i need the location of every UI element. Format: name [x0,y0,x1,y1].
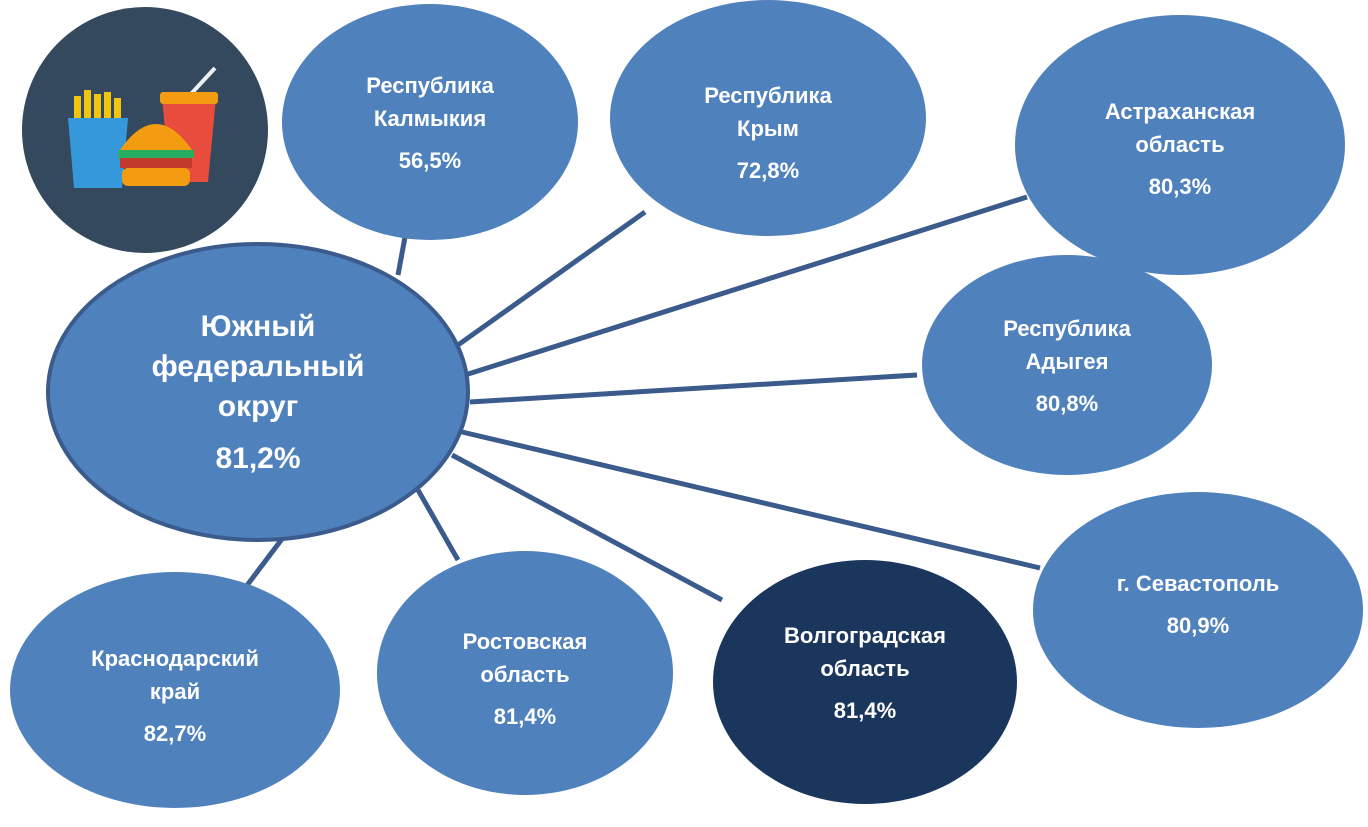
node-value: 80,9% [1167,613,1229,638]
node-ellipse [1033,492,1363,728]
node-value: 82,7% [144,721,206,746]
node-label: область [820,656,909,681]
connector [450,452,724,603]
node-label: Калмыкия [374,106,486,131]
node-value: 81,2% [215,442,300,475]
node-ellipse [10,572,340,808]
node-value: 56,5% [399,148,461,173]
node-label: Крым [737,116,799,141]
node-label: Ростовская [463,629,588,654]
node-label: федеральный [152,350,365,383]
node-ellipse [610,0,926,236]
connector [415,488,461,562]
connector [456,209,647,348]
connector [243,533,287,590]
node-ellipse [282,4,578,240]
node-label: Астраханская [1105,99,1255,124]
node-label: область [480,662,569,687]
node-label: Республика [1003,316,1131,341]
node-ellipse [713,560,1017,804]
food-icon [22,7,268,253]
connector [461,429,1041,571]
node-label: г. Севастополь [1117,571,1280,596]
node-ellipse [46,242,470,542]
node-label: Волгоградская [784,623,946,648]
icon-fries [74,90,121,126]
node-label: Республика [366,73,494,98]
node-label: Краснодарский [91,646,259,671]
node-value: 80,8% [1036,391,1098,416]
node-ellipse [1015,15,1345,275]
icon-bun-bottom [122,168,190,186]
icon-fries-box [68,118,128,188]
node-label: область [1135,132,1224,157]
node-label: округ [218,390,298,423]
connector [464,194,1028,378]
node-label: край [150,679,200,704]
node-value: 72,8% [737,158,799,183]
connector [395,236,408,276]
node-label: Адыгея [1026,349,1109,374]
icon-cup-lid [160,92,218,104]
node-ellipse [377,551,673,795]
node-value: 81,4% [494,704,556,729]
icon-patty [120,158,192,168]
node-value: 81,4% [834,698,896,723]
icon-lettuce [118,150,194,158]
node-label: Республика [704,83,832,108]
connectors [243,194,1041,603]
node-value: 80,3% [1149,174,1211,199]
icon-bun [120,124,192,150]
node-label: Южный [201,310,316,343]
icon-straw [188,66,217,97]
node-ellipse [922,255,1212,475]
connector [469,372,918,405]
